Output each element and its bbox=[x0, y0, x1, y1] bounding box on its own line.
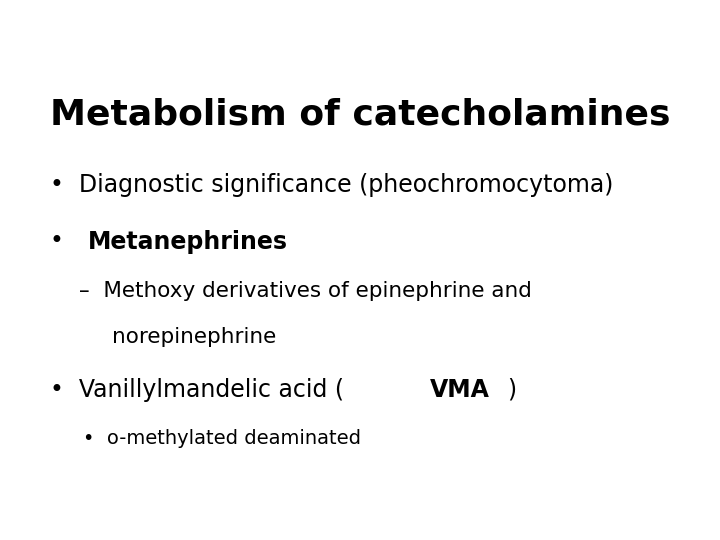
Text: VMA: VMA bbox=[430, 378, 490, 402]
Text: •  o-methylated deaminated: • o-methylated deaminated bbox=[83, 429, 361, 448]
Text: ): ) bbox=[507, 378, 516, 402]
Text: Metabolism of catecholamines: Metabolism of catecholamines bbox=[50, 97, 671, 131]
Text: •  Diagnostic significance (pheochromocytoma): • Diagnostic significance (pheochromocyt… bbox=[50, 173, 613, 197]
Text: –  Methoxy derivatives of epinephrine and: – Methoxy derivatives of epinephrine and bbox=[79, 281, 532, 301]
Text: norepinephrine: norepinephrine bbox=[112, 327, 276, 347]
Text: •: • bbox=[50, 230, 79, 253]
Text: Metanephrines: Metanephrines bbox=[88, 230, 288, 253]
Text: •  Vanillylmandelic acid (: • Vanillylmandelic acid ( bbox=[50, 378, 344, 402]
